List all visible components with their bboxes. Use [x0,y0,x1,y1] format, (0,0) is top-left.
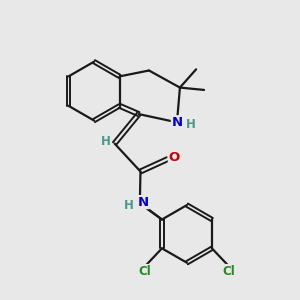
Text: H: H [101,135,111,148]
Text: N: N [171,116,182,129]
Text: O: O [168,152,180,164]
Text: Cl: Cl [222,265,235,278]
Text: H: H [124,199,134,212]
Text: Cl: Cl [139,265,152,278]
Text: H: H [186,118,196,131]
Text: N: N [138,196,149,208]
